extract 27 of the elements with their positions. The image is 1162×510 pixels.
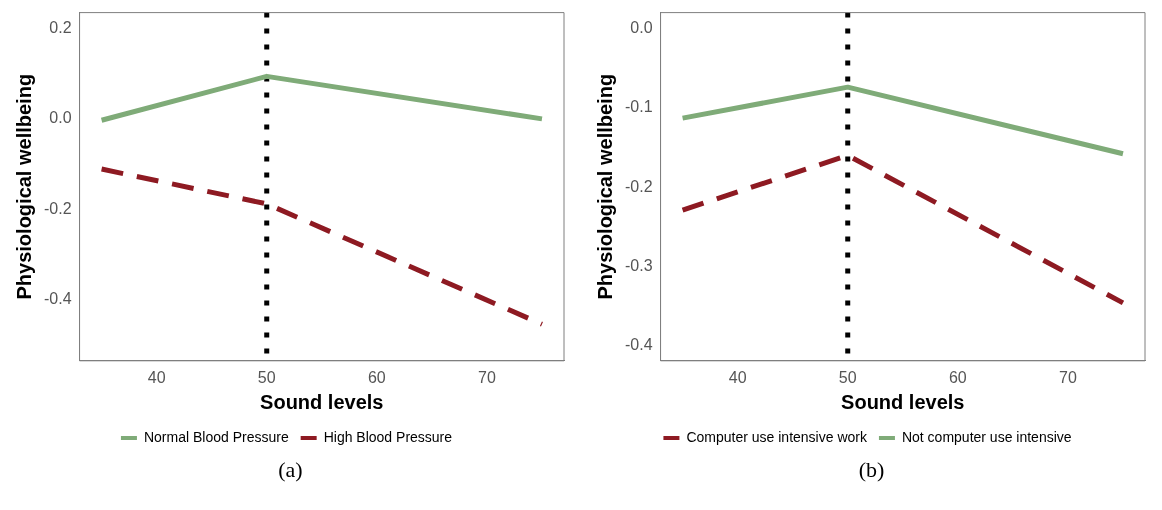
x-tick-label: 60 [367, 368, 386, 386]
y-tick-label: 0.2 [49, 18, 72, 36]
y-tick-label: 0.0 [630, 18, 653, 36]
y-tick-label: -0.2 [43, 199, 72, 217]
text: (b) [858, 457, 885, 483]
x-tick-label: 60 [948, 368, 967, 386]
y-tick-label: -0.2 [624, 177, 653, 195]
x-tick-label: 50 [257, 368, 276, 386]
x-axis-title: Sound levels [260, 390, 384, 413]
y-tick-label: -0.1 [624, 98, 653, 116]
x-tick-label: 70 [1059, 368, 1077, 386]
text: (a) [278, 457, 303, 483]
y-tick-label: -0.4 [624, 336, 653, 354]
y-tick-label: 0.0 [49, 109, 72, 127]
y-tick-label: -0.4 [43, 290, 72, 308]
legend-label: Normal Blood Pressure [143, 428, 289, 445]
x-axis-title: Sound levels [841, 390, 965, 413]
y-axis-title: Physiological wellbeing [593, 73, 616, 300]
legend-label: Not computer use intensive [901, 428, 1072, 445]
x-tick-label: 70 [478, 368, 496, 386]
y-tick-label: -0.3 [624, 256, 653, 274]
x-tick-label: 40 [728, 368, 747, 386]
x-tick-label: 50 [838, 368, 857, 386]
legend-label: High Blood Pressure [323, 428, 453, 445]
x-tick-label: 40 [147, 368, 166, 386]
y-axis-title: Physiological wellbeing [12, 73, 35, 300]
legend-label: Computer use intensive work [686, 428, 868, 445]
